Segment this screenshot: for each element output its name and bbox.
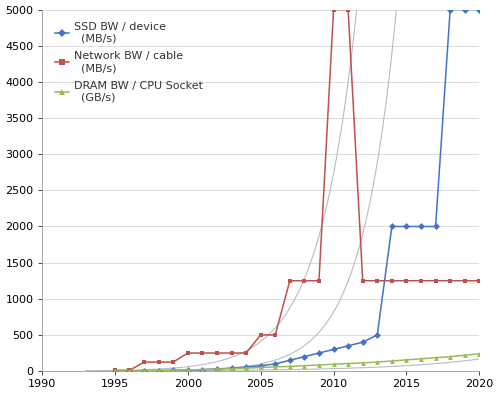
Legend: SSD BW / device
  (MB/s), Network BW / cable
  (MB/s), DRAM BW / CPU Socket
  (G: SSD BW / device (MB/s), Network BW / cab… xyxy=(52,19,207,106)
